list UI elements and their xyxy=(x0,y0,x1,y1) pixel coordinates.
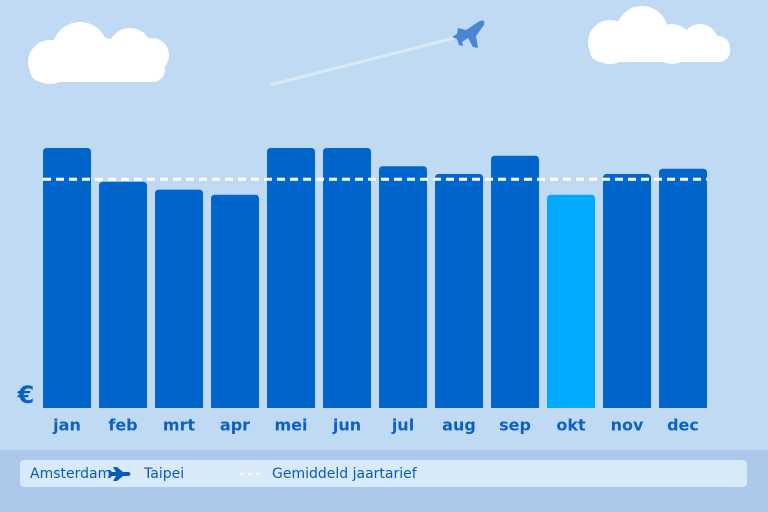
bar xyxy=(155,189,203,408)
x-tick-label: nov xyxy=(611,416,644,435)
x-tick-label: jan xyxy=(52,416,81,435)
bar xyxy=(323,148,371,408)
bar xyxy=(267,148,315,408)
bar xyxy=(435,174,483,408)
plot-area: jan feb mrt apr mei jun jul aug sep okt nov dec xyxy=(43,148,707,435)
bar xyxy=(211,194,259,408)
bar xyxy=(659,168,707,408)
legend-plane-icon xyxy=(108,467,131,481)
legend-route-from: Amsterdam xyxy=(30,466,111,482)
x-tick-label: jun xyxy=(332,416,361,435)
x-tick-label: aug xyxy=(442,416,476,435)
bar xyxy=(99,181,147,408)
bar xyxy=(603,174,651,408)
x-tick-label: feb xyxy=(108,416,137,435)
x-tick-label: mei xyxy=(274,416,307,435)
legend xyxy=(20,460,747,487)
x-tick-label: dec xyxy=(667,416,699,435)
y-axis-label: € xyxy=(17,381,35,409)
x-tick-label: mrt xyxy=(163,416,196,435)
bar xyxy=(379,166,427,408)
x-tick-label: apr xyxy=(220,416,250,435)
legend-average-label: Gemiddeld jaartarief xyxy=(272,466,418,482)
cloud xyxy=(588,6,730,64)
plane-icon xyxy=(452,20,485,48)
contrail xyxy=(269,34,463,87)
x-tick-label: okt xyxy=(556,416,586,435)
bar xyxy=(547,194,595,408)
x-tick-label: jul xyxy=(391,416,414,435)
legend-route-to: Taipei xyxy=(143,466,184,482)
x-tick-label: sep xyxy=(499,416,531,435)
bar xyxy=(43,148,91,408)
bar xyxy=(491,155,539,408)
cloud xyxy=(28,22,169,84)
